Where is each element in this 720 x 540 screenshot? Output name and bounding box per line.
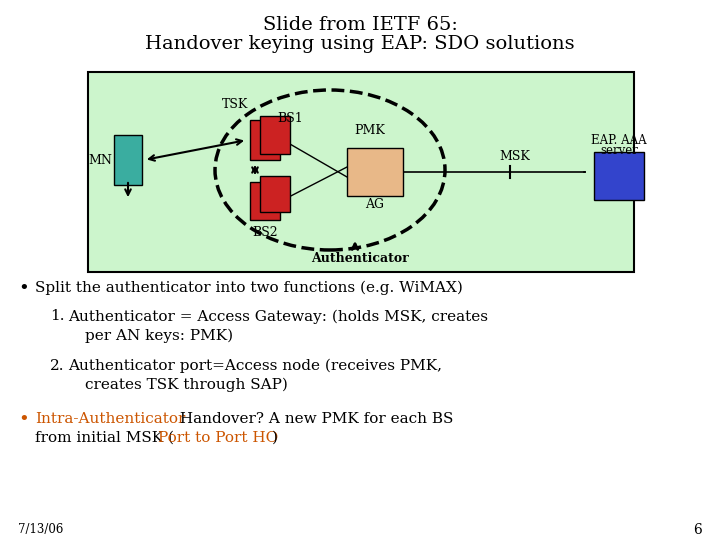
Text: TSK: TSK: [222, 98, 248, 111]
Text: Authenticator = Access Gateway: (holds MSK, creates: Authenticator = Access Gateway: (holds M…: [68, 309, 488, 323]
Text: 2.: 2.: [50, 359, 65, 373]
Bar: [594, 152, 644, 200]
Text: 1.: 1.: [50, 309, 65, 323]
Text: ): ): [272, 431, 278, 445]
Bar: [260, 116, 290, 154]
Text: BS2: BS2: [252, 226, 278, 240]
Text: •: •: [18, 410, 29, 428]
Text: MSK: MSK: [500, 151, 531, 164]
Bar: [88, 72, 634, 272]
Text: creates TSK through SAP): creates TSK through SAP): [85, 377, 288, 392]
Text: BS1: BS1: [277, 111, 302, 125]
Text: MN: MN: [88, 153, 112, 166]
Bar: [250, 120, 280, 160]
Text: Intra-Authenticator: Intra-Authenticator: [35, 412, 185, 426]
Text: from initial MSK (: from initial MSK (: [35, 431, 174, 445]
Text: Handover keying using EAP: SDO solutions: Handover keying using EAP: SDO solutions: [145, 35, 575, 53]
Text: Split the authenticator into two functions (e.g. WiMAX): Split the authenticator into two functio…: [35, 281, 463, 295]
Text: AG: AG: [366, 199, 384, 212]
Bar: [347, 148, 403, 196]
Bar: [250, 182, 280, 220]
Text: PMK: PMK: [354, 125, 385, 138]
Text: Slide from IETF 65:: Slide from IETF 65:: [263, 16, 457, 34]
Text: EAP. AAA: EAP. AAA: [591, 133, 647, 146]
Text: server: server: [600, 144, 638, 157]
Bar: [260, 176, 290, 212]
Text: Authenticator: Authenticator: [311, 252, 409, 265]
Text: Authenticator port=Access node (receives PMK,: Authenticator port=Access node (receives…: [68, 359, 442, 373]
Text: 6: 6: [693, 523, 702, 537]
Text: per AN keys: PMK): per AN keys: PMK): [85, 328, 233, 343]
Text: •: •: [18, 279, 29, 297]
Text: Port to Port HO: Port to Port HO: [158, 431, 278, 445]
Bar: [114, 135, 142, 185]
Text: Handover? A new PMK for each BS: Handover? A new PMK for each BS: [175, 412, 454, 426]
Text: 7/13/06: 7/13/06: [18, 523, 63, 537]
